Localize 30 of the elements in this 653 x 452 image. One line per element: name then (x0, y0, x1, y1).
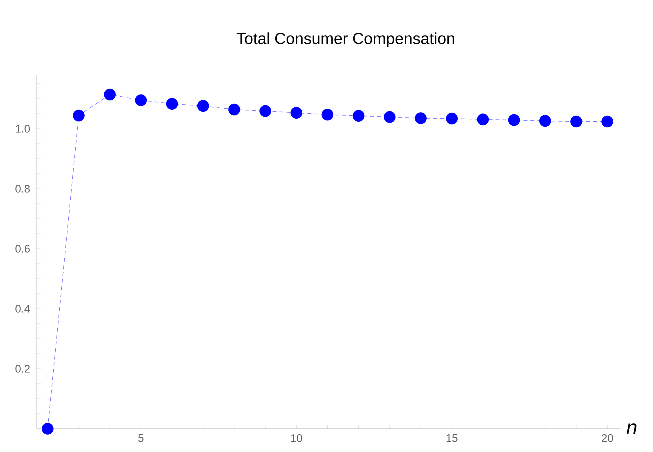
point (352, 110, 365, 122)
point (477, 114, 490, 126)
y-tick-label: 1.0 (16, 125, 30, 133)
point (197, 100, 210, 112)
point (290, 107, 303, 119)
point (415, 112, 427, 124)
y-tick-label: 0.4 (16, 305, 30, 313)
point (135, 94, 148, 106)
point (570, 116, 582, 128)
y-tick-label: 0.2 (16, 365, 30, 373)
x-tick-label: 15 (446, 434, 458, 442)
point (540, 115, 552, 128)
point (322, 109, 334, 121)
point (508, 114, 520, 126)
point (166, 98, 178, 110)
x-tick-label: 5 (138, 434, 144, 442)
x-axis-title: n (626, 424, 637, 434)
x-tick-label: 20 (602, 434, 614, 442)
point (104, 88, 116, 101)
point (602, 116, 614, 128)
chart-title: Total Consumer Compensation (236, 32, 454, 48)
point (73, 110, 85, 122)
point (260, 105, 272, 118)
y-tick-label: 0.6 (16, 245, 30, 253)
point (384, 111, 396, 124)
y-tick-label: 0.8 (16, 185, 30, 193)
point (228, 104, 240, 116)
x-tick-label: 10 (291, 434, 302, 442)
point (446, 112, 458, 125)
point (42, 423, 54, 435)
